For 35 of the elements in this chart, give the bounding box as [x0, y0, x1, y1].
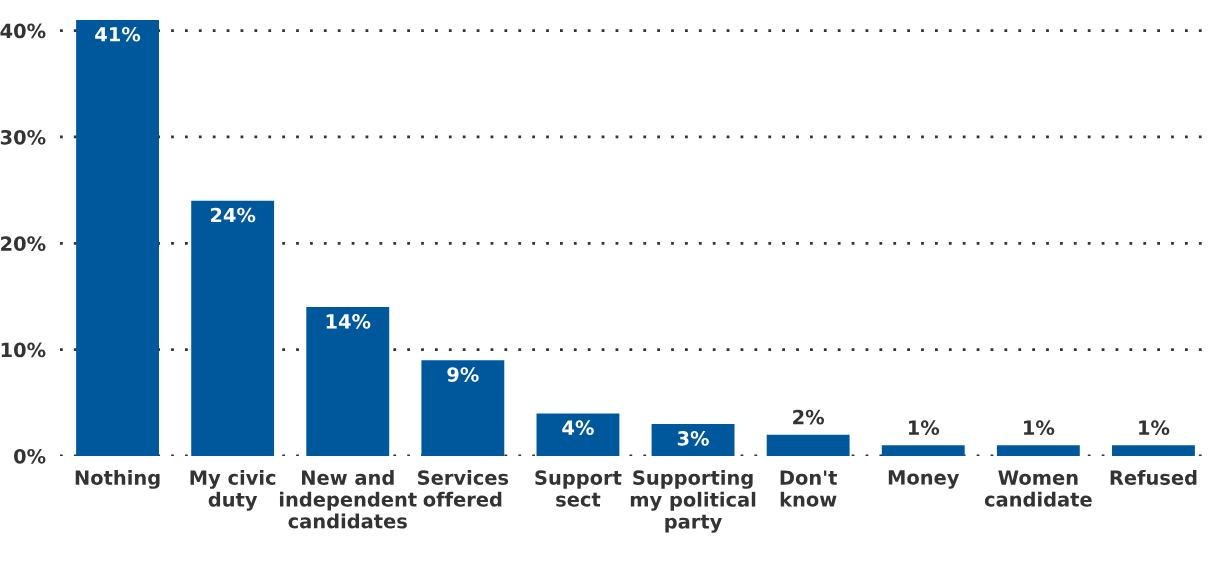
x-tick-label: My civic duty — [190, 469, 276, 511]
x-tick-label: Women candidate — [984, 470, 1092, 507]
bar — [421, 360, 505, 456]
x-tick-label: Services offered — [418, 469, 509, 507]
data-label: 9% — [447, 367, 479, 382]
bar — [536, 413, 620, 456]
x-tick-label: Support sect — [535, 470, 622, 507]
bar — [306, 307, 390, 456]
bar — [191, 200, 275, 456]
data-label: 4% — [562, 420, 594, 436]
bar — [881, 445, 965, 456]
x-tick-label: Nothing — [75, 469, 160, 489]
data-label: 41% — [95, 26, 141, 42]
data-label: 2% — [793, 409, 825, 425]
x-tick-label: Supporting my political party — [630, 469, 756, 533]
data-label: 1% — [1139, 420, 1170, 436]
x-tick-label: New and independent candidates — [279, 469, 417, 529]
x-tick-label: Don't know — [780, 470, 837, 507]
bar — [1112, 445, 1195, 456]
y-tick-label: 40% — [0, 23, 46, 39]
data-label: 14% — [326, 314, 371, 329]
bar — [766, 434, 850, 456]
y-tick-label: 30% — [0, 129, 46, 145]
y-tick-label: 0% — [14, 448, 46, 464]
data-label: 24% — [210, 207, 256, 223]
bar — [651, 424, 735, 456]
data-label: 1% — [908, 420, 940, 436]
data-label: 3% — [677, 430, 709, 446]
data-label: 1% — [1024, 420, 1055, 436]
x-tick-label: Refused — [1110, 469, 1197, 485]
y-tick-label: 20% — [1, 236, 46, 251]
y-tick-label: 10% — [1, 342, 46, 358]
x-tick-label: Money — [888, 470, 960, 489]
bar — [996, 445, 1080, 456]
bar — [76, 20, 159, 456]
